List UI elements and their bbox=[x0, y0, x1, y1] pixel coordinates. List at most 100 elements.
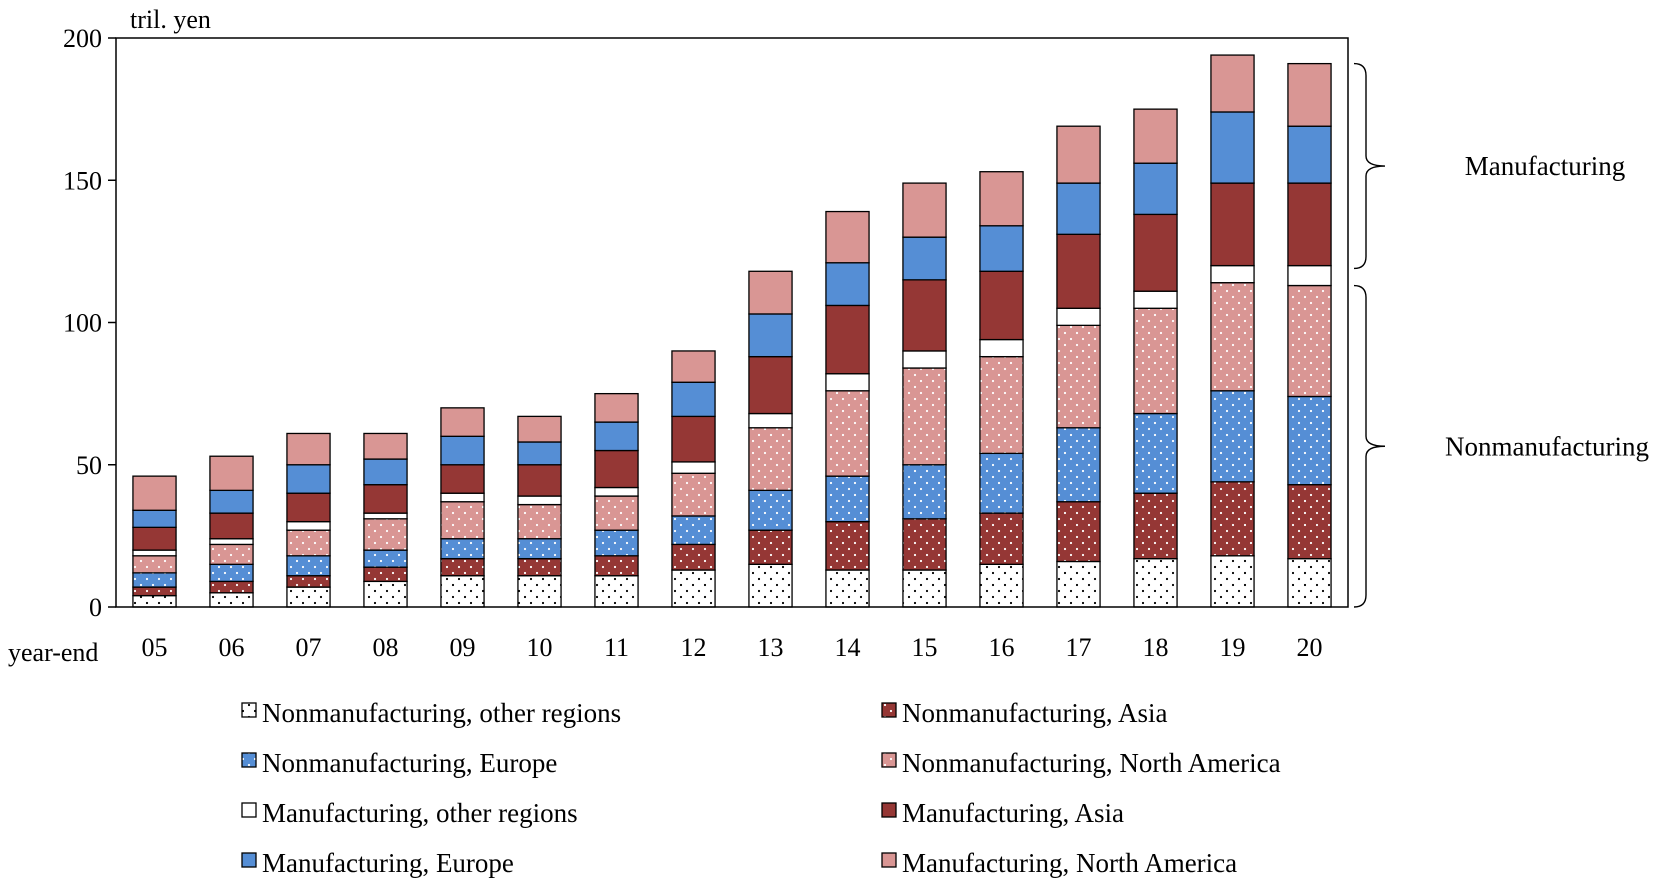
bar-segment-manufacturing-other-regions-11 bbox=[594, 486, 639, 497]
bar-segment-nonmanufacturing-europe-05 bbox=[132, 572, 177, 588]
bar-segment-manufacturing-north-america-07 bbox=[286, 432, 331, 466]
bar-segment-manufacturing-europe-17 bbox=[1056, 182, 1101, 235]
x-tick-label: 11 bbox=[604, 633, 629, 662]
bar-segment-nonmanufacturing-north-america-19 bbox=[1210, 282, 1255, 392]
x-tick-label: 15 bbox=[912, 633, 938, 662]
bar-segment-nonmanufacturing-asia-20 bbox=[1287, 484, 1332, 560]
bar-segment-manufacturing-asia-20 bbox=[1287, 182, 1332, 267]
bar-segment-nonmanufacturing-europe-07 bbox=[286, 555, 331, 577]
bar-segment-manufacturing-europe-12 bbox=[671, 381, 716, 418]
bar-segment-manufacturing-other-regions-20 bbox=[1287, 264, 1332, 287]
bar-segment-nonmanufacturing-europe-08 bbox=[363, 549, 408, 568]
bar-segment-nonmanufacturing-europe-15 bbox=[902, 464, 947, 520]
bar-segment-manufacturing-europe-08 bbox=[363, 458, 408, 486]
bar-segment-manufacturing-europe-13 bbox=[748, 313, 793, 358]
bracket-label-manufacturing: Manufacturing bbox=[1465, 151, 1625, 181]
bar-segment-manufacturing-asia-11 bbox=[594, 449, 639, 489]
bar-segment-manufacturing-other-regions-09 bbox=[440, 492, 485, 503]
bar-segment-manufacturing-other-regions-16 bbox=[979, 338, 1024, 358]
bar-segment-manufacturing-asia-15 bbox=[902, 279, 947, 352]
bar-segment-nonmanufacturing-north-america-15 bbox=[902, 367, 947, 466]
bar-segment-nonmanufacturing-north-america-10 bbox=[517, 503, 562, 540]
bar-segment-nonmanufacturing-north-america-18 bbox=[1133, 307, 1178, 415]
bar-segment-manufacturing-north-america-16 bbox=[979, 171, 1024, 227]
bar-segment-manufacturing-asia-05 bbox=[132, 526, 177, 551]
bar-segment-manufacturing-other-regions-08 bbox=[363, 512, 408, 520]
bar-segment-manufacturing-north-america-18 bbox=[1133, 108, 1178, 164]
x-tick-label: 07 bbox=[296, 633, 322, 662]
bar-segment-nonmanufacturing-other-regions-11 bbox=[594, 575, 639, 608]
x-tick-label: 17 bbox=[1066, 633, 1092, 662]
bar-segment-nonmanufacturing-asia-10 bbox=[517, 557, 562, 577]
bar-segment-manufacturing-europe-14 bbox=[825, 262, 870, 307]
bar-segment-nonmanufacturing-other-regions-15 bbox=[902, 569, 947, 608]
bar-segment-manufacturing-north-america-17 bbox=[1056, 125, 1101, 184]
x-tick-label: 13 bbox=[758, 633, 784, 662]
bar-segment-manufacturing-other-regions-13 bbox=[748, 412, 793, 429]
y-tick-label: 100 bbox=[63, 309, 102, 338]
bar-segment-manufacturing-other-regions-07 bbox=[286, 521, 331, 531]
bar-segment-manufacturing-other-regions-19 bbox=[1210, 264, 1255, 284]
bar-segment-manufacturing-other-regions-18 bbox=[1133, 290, 1178, 309]
bar-segment-manufacturing-other-regions-06 bbox=[209, 538, 254, 546]
x-tick-label: 16 bbox=[989, 633, 1015, 662]
legend-label-nonmanufacturing-europe: Nonmanufacturing, Europe bbox=[262, 748, 557, 778]
bar-segment-nonmanufacturing-asia-15 bbox=[902, 518, 947, 571]
axes-layer: 0 50 100 150 200 05 06 07 08 09 10 11 12 13 14 15 16 17 18… bbox=[63, 24, 1349, 662]
bar-segment-nonmanufacturing-north-america-12 bbox=[671, 472, 716, 517]
bar-segment-manufacturing-north-america-15 bbox=[902, 182, 947, 238]
bar-segment-nonmanufacturing-asia-09 bbox=[440, 557, 485, 577]
bar-segment-manufacturing-north-america-12 bbox=[671, 350, 716, 383]
bar-segment-nonmanufacturing-asia-19 bbox=[1210, 481, 1255, 557]
bar-segment-nonmanufacturing-other-regions-13 bbox=[748, 563, 793, 608]
bar-segment-nonmanufacturing-north-america-05 bbox=[132, 555, 177, 574]
bar-segment-nonmanufacturing-asia-06 bbox=[209, 580, 254, 594]
bar-segment-nonmanufacturing-north-america-09 bbox=[440, 501, 485, 540]
bar-segment-nonmanufacturing-europe-14 bbox=[825, 475, 870, 523]
legend-label-nonmanufacturing-other-regions: Nonmanufacturing, other regions bbox=[262, 698, 621, 728]
bar-segment-nonmanufacturing-other-regions-20 bbox=[1287, 557, 1332, 608]
bar-segment-nonmanufacturing-other-regions-12 bbox=[671, 569, 716, 608]
bar-segment-manufacturing-asia-10 bbox=[517, 464, 562, 497]
bar-segment-manufacturing-europe-11 bbox=[594, 421, 639, 452]
group-brackets: Manufacturing Nonmanufacturing bbox=[1353, 62, 1649, 608]
bar-segment-manufacturing-asia-08 bbox=[363, 484, 408, 514]
bar-segment-manufacturing-other-regions-12 bbox=[671, 461, 716, 474]
x-tick-label: 08 bbox=[373, 633, 399, 662]
bar-segment-manufacturing-europe-19 bbox=[1210, 111, 1255, 184]
bar-segment-nonmanufacturing-north-america-08 bbox=[363, 518, 408, 551]
x-tick-label: 06 bbox=[219, 633, 245, 662]
bar-segment-nonmanufacturing-north-america-13 bbox=[748, 427, 793, 492]
legend-label-nonmanufacturing-asia: Nonmanufacturing, Asia bbox=[902, 698, 1167, 728]
x-tick-label: 18 bbox=[1143, 633, 1169, 662]
bar-segment-nonmanufacturing-other-regions-17 bbox=[1056, 560, 1101, 608]
bar-segment-manufacturing-north-america-13 bbox=[748, 270, 793, 315]
bar-segment-nonmanufacturing-asia-05 bbox=[132, 586, 177, 597]
bar-segment-nonmanufacturing-europe-10 bbox=[517, 538, 562, 560]
bar-segment-nonmanufacturing-north-america-17 bbox=[1056, 324, 1101, 429]
bar-segment-nonmanufacturing-asia-12 bbox=[671, 543, 716, 571]
bar-segment-nonmanufacturing-europe-18 bbox=[1133, 412, 1178, 494]
bar-segment-nonmanufacturing-asia-08 bbox=[363, 566, 408, 583]
bar-segment-manufacturing-europe-15 bbox=[902, 236, 947, 281]
bar-segment-manufacturing-north-america-06 bbox=[209, 455, 254, 492]
x-tick-label: 09 bbox=[450, 633, 476, 662]
legend-swatch-nonmanufacturing-other-regions bbox=[241, 702, 257, 718]
bar-segment-manufacturing-north-america-19 bbox=[1210, 54, 1255, 113]
bar-segment-nonmanufacturing-other-regions-10 bbox=[517, 575, 562, 608]
bracket-manufacturing bbox=[1353, 62, 1386, 270]
legend-label-manufacturing-north-america: Manufacturing, North America bbox=[902, 848, 1237, 878]
bar-segment-nonmanufacturing-europe-16 bbox=[979, 452, 1024, 514]
bar-segment-nonmanufacturing-other-regions-05 bbox=[132, 594, 177, 608]
legend-swatch-manufacturing-other-regions bbox=[241, 802, 257, 818]
bar-segment-manufacturing-europe-09 bbox=[440, 435, 485, 466]
legend-swatch-nonmanufacturing-europe bbox=[241, 752, 257, 768]
bar-segment-nonmanufacturing-other-regions-19 bbox=[1210, 555, 1255, 608]
bar-segment-manufacturing-europe-05 bbox=[132, 509, 177, 528]
bar-segment-nonmanufacturing-europe-09 bbox=[440, 538, 485, 560]
bar-segment-nonmanufacturing-europe-17 bbox=[1056, 427, 1101, 503]
bar-segment-manufacturing-other-regions-05 bbox=[132, 549, 177, 557]
bar-segment-manufacturing-asia-13 bbox=[748, 355, 793, 415]
bar-segment-nonmanufacturing-other-regions-16 bbox=[979, 563, 1024, 608]
